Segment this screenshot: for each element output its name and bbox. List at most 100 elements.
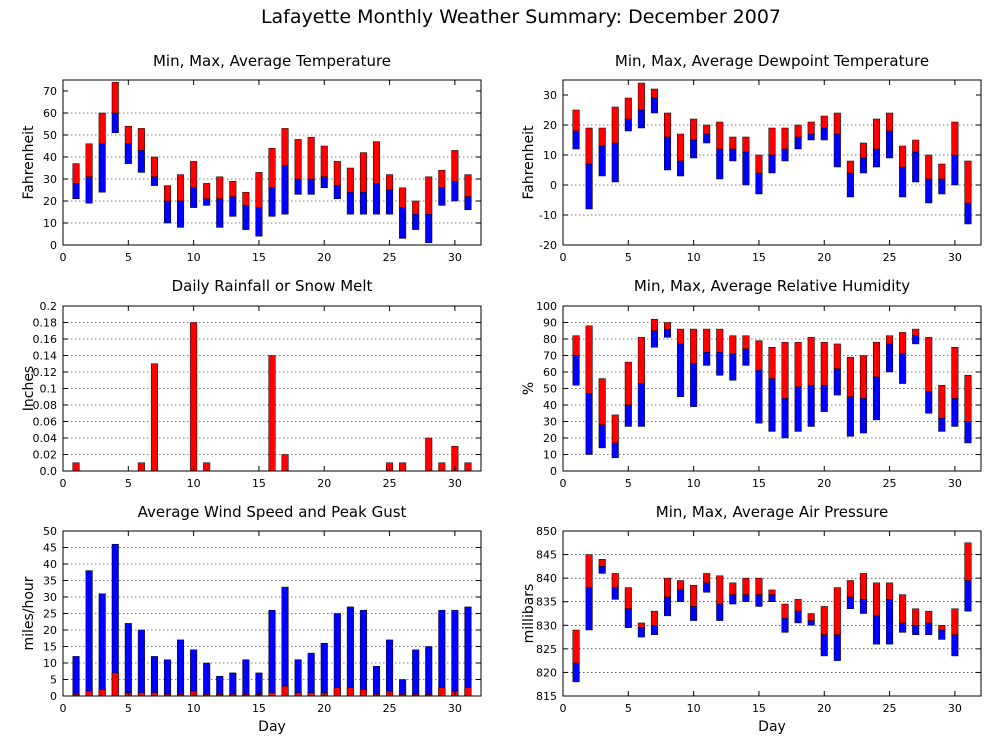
plot-frame	[62, 79, 482, 246]
bar-high-segment	[938, 384, 946, 419]
bar-low-segment	[833, 133, 841, 168]
bar	[464, 462, 472, 472]
bar-low-segment	[899, 622, 907, 633]
bar-low-segment	[150, 176, 158, 186]
x-tick-label: 20	[317, 251, 331, 264]
y-tick-label: 10	[43, 657, 57, 670]
bar-low-segment	[755, 172, 763, 195]
bar-high-segment	[703, 328, 711, 353]
bar-low-segment	[663, 328, 672, 338]
bar-high-segment	[807, 613, 815, 621]
x-tick-label: 5	[625, 702, 632, 715]
y-tick-label: 20	[543, 432, 557, 445]
bar-low-segment	[624, 118, 632, 132]
bar-high-segment	[85, 143, 93, 178]
bar-high-segment	[359, 152, 367, 193]
y-tick-label: 0.02	[33, 449, 58, 462]
y-tick-label: 20	[543, 119, 557, 132]
bar-gust	[451, 609, 459, 697]
bar-low-segment	[899, 166, 907, 198]
bar-low-segment	[585, 393, 593, 455]
bar-low-segment	[572, 662, 580, 683]
bar-low-segment	[663, 596, 672, 617]
y-tick-label: 30	[543, 89, 557, 102]
y-tick-label: 35	[43, 575, 57, 588]
bar-high-segment	[872, 582, 881, 617]
bar-low-segment	[925, 622, 933, 635]
bar-high-segment	[716, 328, 724, 353]
bar-high-segment	[846, 580, 854, 598]
bar-high-segment	[912, 328, 920, 336]
bar-high-segment	[624, 361, 632, 406]
bar-low-segment	[820, 634, 828, 657]
plot-frame	[562, 530, 982, 697]
bar-low-segment	[372, 183, 381, 215]
chart-rainfall: Daily Rainfall or Snow Melt 0.0 0.02 0.04 0.…	[21, 277, 482, 490]
bar-low-segment	[98, 143, 106, 193]
x-tick-label: 10	[187, 251, 201, 264]
bar-high-segment	[464, 174, 472, 197]
bar-low-segment	[216, 198, 224, 228]
y-tick-label: 20	[43, 195, 57, 208]
bar-low-segment	[833, 368, 841, 396]
bar-low-segment	[242, 205, 250, 230]
bar-high-segment	[294, 139, 302, 180]
bar-low-segment	[846, 396, 854, 437]
bar-high-segment	[585, 325, 593, 394]
bar-high-segment	[611, 573, 619, 588]
bar-low-segment	[111, 112, 119, 134]
y-tick-label: -20	[539, 239, 557, 252]
x-tick-label: 20	[817, 702, 831, 715]
x-axis-label: Day	[258, 719, 286, 735]
bar-high-segment	[872, 118, 881, 150]
bar-high-segment	[716, 575, 724, 605]
bar-low-segment	[807, 384, 815, 427]
bar-low-segment	[964, 580, 972, 612]
bar-high-segment	[572, 335, 580, 356]
bar-low-segment	[872, 615, 881, 645]
bar-gust	[294, 659, 302, 697]
y-tick-label: 0.12	[33, 366, 58, 379]
bar-high-segment	[677, 328, 685, 345]
bar-low-segment	[598, 145, 606, 177]
bar-low-segment	[320, 176, 328, 189]
bar	[268, 355, 276, 472]
bar-gust	[98, 593, 106, 697]
x-tick-label: 15	[252, 702, 266, 715]
bar-low-segment	[677, 343, 685, 398]
bar-high-segment	[846, 160, 854, 174]
y-tick-label: 30	[543, 416, 557, 429]
bar-avg-wind	[85, 690, 93, 697]
bar-low-segment	[794, 386, 802, 432]
bar-high-segment	[768, 347, 776, 379]
y-tick-label: 0.06	[33, 416, 58, 429]
y-axis-label: Fahrenheit	[521, 125, 537, 200]
bar-high-segment	[637, 82, 645, 111]
bar-high-segment	[742, 335, 750, 350]
y-tick-label: 30	[43, 591, 57, 604]
bar-gust	[320, 642, 328, 697]
x-tick-label: 5	[125, 251, 132, 264]
bar-high-segment	[320, 145, 328, 178]
bar-high-segment	[242, 191, 250, 206]
y-tick-label: 0.2	[40, 300, 58, 313]
bar-low-segment	[886, 599, 894, 645]
bar-gust	[137, 629, 145, 697]
bar	[438, 462, 446, 472]
page-title: Lafayette Monthly Weather Summary: Decem…	[261, 6, 781, 28]
bar-high-segment	[755, 154, 763, 174]
y-tick-label: 0.04	[33, 432, 58, 445]
bar-high-segment	[899, 332, 907, 355]
bar-low-segment	[598, 424, 606, 449]
bar-avg-wind	[281, 685, 289, 697]
bar-low-segment	[716, 603, 724, 621]
bar-high-segment	[951, 347, 959, 399]
bar-high-segment	[650, 88, 658, 99]
bar-low-segment	[268, 187, 276, 217]
x-tick-label: 25	[883, 477, 897, 490]
y-axis-label: %	[521, 382, 537, 395]
y-tick-label: 10	[543, 449, 557, 462]
bar-low-segment	[572, 355, 580, 386]
bar-gust	[438, 609, 446, 697]
